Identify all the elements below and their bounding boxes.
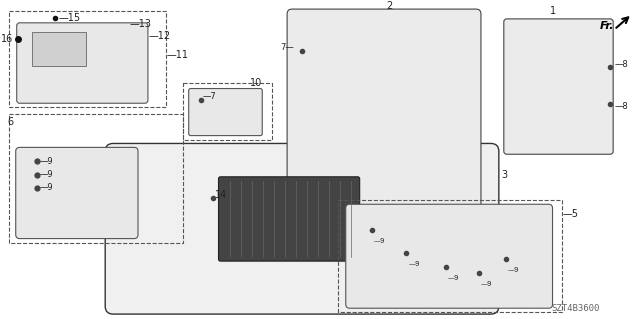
Text: 1: 1 — [550, 6, 556, 16]
FancyBboxPatch shape — [504, 19, 613, 154]
FancyBboxPatch shape — [16, 147, 138, 239]
FancyBboxPatch shape — [189, 89, 262, 136]
Text: —8: —8 — [614, 61, 628, 70]
Text: —11: —11 — [167, 50, 189, 60]
Text: —9: —9 — [408, 261, 420, 267]
Text: 14: 14 — [214, 190, 227, 200]
FancyBboxPatch shape — [218, 177, 360, 261]
FancyBboxPatch shape — [287, 9, 481, 210]
FancyBboxPatch shape — [17, 23, 148, 103]
Text: —13: —13 — [129, 19, 151, 29]
Text: —9: —9 — [40, 183, 53, 192]
FancyBboxPatch shape — [346, 204, 552, 308]
Bar — [31, 32, 86, 66]
Text: —8: —8 — [614, 102, 628, 111]
Text: —9: —9 — [374, 238, 385, 244]
Text: 7—: 7— — [280, 43, 294, 52]
FancyBboxPatch shape — [105, 144, 499, 314]
Text: 3: 3 — [501, 170, 507, 180]
Text: —12: —12 — [149, 31, 171, 41]
Text: 6: 6 — [8, 117, 14, 127]
Text: 2: 2 — [387, 1, 392, 11]
Text: —7: —7 — [203, 92, 216, 101]
Bar — [338, 200, 563, 312]
Text: —9: —9 — [40, 157, 53, 166]
Text: —9: —9 — [508, 267, 519, 273]
Text: 16: 16 — [1, 33, 13, 43]
Bar — [9, 114, 183, 243]
Text: 10: 10 — [250, 78, 262, 88]
Text: —5: —5 — [563, 209, 579, 219]
Text: —9: —9 — [40, 170, 53, 179]
Bar — [183, 83, 272, 139]
Text: —9: —9 — [448, 275, 460, 281]
Text: —15: —15 — [58, 13, 81, 23]
Text: —9: —9 — [481, 281, 492, 287]
Text: Fr.: Fr. — [600, 21, 615, 31]
Bar — [9, 11, 166, 107]
Text: SZT4B3600: SZT4B3600 — [551, 304, 600, 313]
